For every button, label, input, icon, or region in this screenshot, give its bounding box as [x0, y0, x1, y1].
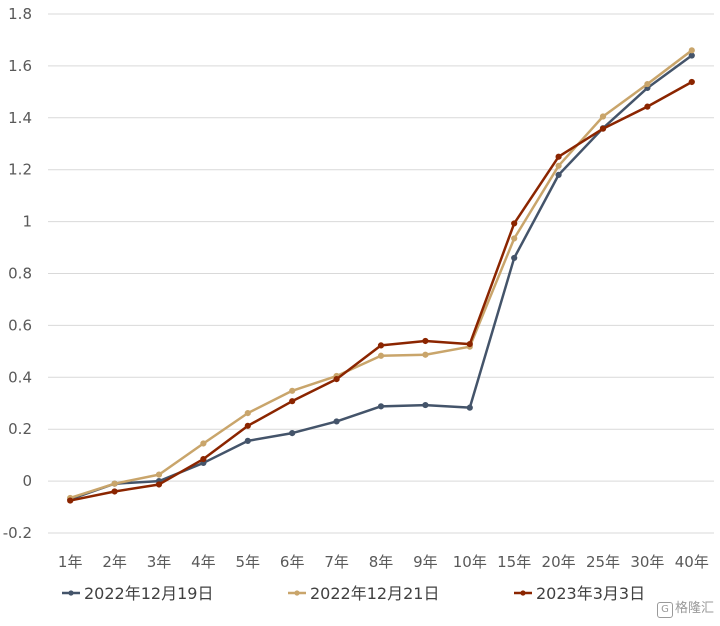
data-point [289, 398, 296, 405]
x-tick-label: 1年 [58, 553, 83, 571]
legend-label: 2023年3月3日 [536, 584, 645, 603]
series-lines [67, 47, 695, 504]
x-tick-label: 25年 [586, 553, 620, 571]
data-point [599, 113, 607, 120]
data-point [511, 220, 518, 227]
legend-item: 2023年3月3日 [514, 584, 645, 603]
data-point [422, 351, 429, 358]
data-point [644, 80, 651, 88]
y-tick-label: 1.6 [8, 57, 32, 75]
watermark-logo-icon: G [656, 602, 673, 618]
x-tick-label: 9年 [413, 553, 438, 571]
data-point [555, 153, 562, 160]
y-tick-label: 0 [22, 472, 32, 490]
legend-label: 2022年12月21日 [310, 584, 439, 603]
data-point [244, 437, 251, 444]
data-point [155, 471, 163, 478]
legend-marker [294, 590, 300, 596]
data-point [333, 418, 340, 425]
y-axis-ticks: -0.2 0 0.2 0.4 0.6 0.8 1 1.2 1.4 1.6 1.8 [3, 5, 32, 542]
data-point [466, 340, 473, 348]
data-point [289, 429, 296, 437]
x-axis-ticks: 1年 2年 3年 4年 5年 6年 7年 8年 9年 10年 15年 20年 25年 30年 40年 [58, 553, 709, 571]
x-tick-label: 30年 [630, 553, 664, 571]
x-tick-label: 7年 [324, 553, 349, 571]
data-point [111, 488, 118, 495]
data-point [688, 52, 695, 59]
x-tick-label: 4年 [191, 553, 216, 571]
x-tick-label: 6年 [280, 553, 305, 571]
data-point [688, 78, 695, 86]
legend-marker [520, 590, 526, 596]
data-point [511, 235, 518, 242]
data-point [599, 125, 607, 132]
x-tick-label: 5年 [236, 553, 261, 571]
series-line [69, 80, 693, 502]
legend-item: 2022年12月19日 [62, 584, 213, 603]
data-point [200, 455, 207, 463]
data-point [377, 342, 385, 349]
data-point [688, 47, 695, 54]
legend-item: 2022年12月21日 [288, 584, 439, 603]
data-point [244, 410, 251, 417]
x-tick-label: 8年 [369, 553, 394, 571]
x-tick-label: 3年 [147, 553, 172, 571]
watermark-text: 格隆汇 [674, 601, 714, 616]
x-tick-label: 20年 [542, 553, 576, 571]
data-point [377, 403, 385, 410]
gridlines [48, 13, 714, 534]
legend: 2022年12月19日 2022年12月21日 2023年3月3日 [62, 584, 645, 603]
y-tick-label: 0.8 [8, 265, 32, 283]
data-point [555, 162, 562, 169]
x-tick-label: 40年 [675, 553, 709, 571]
x-tick-label: 10年 [453, 553, 487, 571]
series-3 [67, 78, 695, 504]
data-point [377, 352, 385, 359]
data-point [466, 404, 473, 411]
x-tick-label: 2年 [102, 553, 127, 571]
y-tick-label: 0.4 [8, 368, 32, 386]
y-tick-label: 0.6 [8, 316, 32, 334]
data-point [155, 481, 163, 488]
data-point [422, 337, 429, 345]
legend-label: 2022年12月19日 [84, 584, 213, 603]
data-point [511, 254, 518, 262]
y-tick-label: 1 [22, 213, 32, 231]
y-tick-label: 0.2 [8, 420, 32, 438]
y-tick-label: -0.2 [3, 524, 32, 542]
data-point [422, 401, 429, 409]
y-tick-label: 1.2 [8, 161, 32, 179]
data-point [244, 422, 251, 429]
y-tick-label: 1.8 [8, 5, 32, 23]
series-2 [67, 47, 695, 502]
data-point [67, 497, 74, 504]
data-point [555, 171, 562, 178]
y-tick-label: 1.4 [8, 109, 32, 127]
data-point [333, 376, 340, 383]
data-point [111, 480, 118, 487]
legend-marker [68, 590, 74, 596]
data-point [289, 387, 296, 394]
x-tick-label: 15年 [497, 553, 531, 571]
data-point [644, 103, 651, 110]
data-point [200, 440, 207, 447]
watermark: G 格隆汇 [656, 597, 714, 618]
